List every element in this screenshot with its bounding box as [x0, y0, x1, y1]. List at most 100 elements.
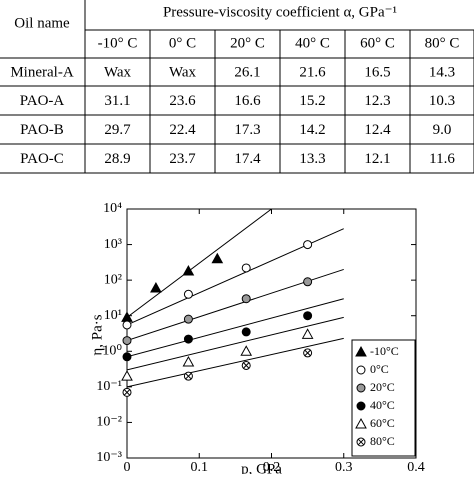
marker	[211, 252, 224, 264]
marker-shape	[356, 383, 366, 393]
y-tick-label: 10²	[104, 272, 122, 287]
marker	[303, 240, 313, 250]
cell: 9.0	[433, 122, 452, 138]
marker	[303, 311, 313, 321]
column-header: 40° C	[295, 35, 330, 51]
cell: 22.4	[169, 122, 196, 138]
legend-label: 40°C	[370, 398, 395, 412]
cell: 29.7	[104, 122, 131, 138]
legend-label: 0°C	[370, 362, 389, 376]
x-tick-label: 0.2	[263, 460, 281, 474]
cell: 28.9	[104, 151, 130, 167]
cell: 12.1	[364, 151, 390, 167]
marker-shape	[182, 355, 195, 367]
column-header: 60° C	[360, 35, 395, 51]
marker	[355, 417, 367, 429]
marker-shape	[122, 320, 132, 330]
y-tick-label: 10⁰	[102, 344, 122, 359]
marker-shape	[241, 294, 251, 304]
marker-shape	[122, 336, 132, 346]
table: Oil name Pressure-viscosity coefficient …	[0, 0, 474, 174]
fit-line	[127, 316, 344, 371]
column-header: 20° C	[230, 35, 265, 51]
marker	[241, 327, 251, 337]
legend-label: 20°C	[370, 380, 395, 394]
legend-box	[351, 339, 416, 457]
marker-shape	[303, 311, 313, 321]
x-tick-label: 0.1	[191, 460, 209, 474]
marker	[182, 355, 195, 367]
marker	[183, 371, 193, 381]
marker	[182, 265, 195, 276]
cell: 21.6	[299, 64, 326, 80]
row-header: PAO-B	[20, 122, 64, 138]
marker-shape	[241, 327, 251, 337]
marker-shape	[356, 401, 366, 411]
marker	[122, 320, 132, 330]
cell: 16.6	[234, 93, 261, 109]
marker-shape	[301, 328, 314, 339]
cell: 14.2	[299, 122, 325, 138]
legend-label: 60°C	[370, 416, 395, 430]
column-header: 0° C	[169, 35, 196, 51]
y-axis-label: η, Pa·s	[89, 314, 105, 355]
marker-shape	[355, 417, 367, 429]
marker-shape	[183, 289, 193, 299]
marker	[122, 336, 132, 346]
marker	[121, 311, 133, 322]
marker-shape	[211, 252, 224, 264]
fit-line	[127, 298, 344, 358]
marker-shape	[303, 277, 313, 287]
marker	[240, 345, 253, 356]
cell: 11.6	[429, 151, 455, 167]
marker	[303, 348, 313, 358]
marker	[122, 387, 132, 397]
marker	[241, 263, 251, 273]
marker	[183, 314, 193, 324]
row-header: Mineral-A	[10, 64, 73, 80]
y-tick-label: 10³	[104, 237, 122, 252]
cell: 17.3	[234, 122, 260, 138]
x-axis-label: p, GPa	[241, 461, 282, 474]
legend-label: -10°C	[370, 344, 399, 358]
marker	[356, 383, 366, 393]
marker	[356, 401, 366, 411]
cell: 14.3	[429, 64, 455, 80]
y-tick-label: 10⁴	[103, 201, 122, 216]
column-header: -10° C	[98, 35, 138, 51]
marker	[355, 345, 367, 357]
marker	[241, 294, 251, 304]
marker-shape	[240, 345, 253, 356]
marker	[121, 370, 133, 381]
cell: 16.5	[364, 64, 390, 80]
fit-line	[127, 337, 344, 388]
marker	[241, 360, 251, 370]
marker-shape	[121, 370, 133, 381]
cell: 17.4	[234, 151, 261, 167]
table-header: Pressure-viscosity coefficient α, GPa⁻¹	[163, 4, 397, 20]
cell: 31.1	[104, 93, 130, 109]
marker-cross	[357, 438, 365, 446]
marker	[183, 289, 193, 299]
cell: 10.3	[429, 93, 455, 109]
row-header: PAO-A	[20, 93, 65, 109]
cell: Wax	[104, 64, 132, 80]
marker-cross	[243, 362, 250, 369]
marker	[150, 282, 162, 293]
marker-shape	[303, 240, 313, 250]
marker-shape	[355, 345, 367, 357]
cell: 26.1	[234, 64, 260, 80]
cell: Wax	[169, 64, 197, 80]
cell: 13.3	[299, 151, 325, 167]
marker	[122, 352, 132, 362]
cell: 23.7	[169, 151, 196, 167]
y-tick-label: 10¹	[104, 308, 122, 323]
y-tick-label: 10⁻³	[96, 450, 122, 465]
cell: 12.3	[364, 93, 390, 109]
cell: 23.6	[169, 93, 196, 109]
x-tick-label: 0.4	[407, 460, 425, 474]
fit-line	[127, 209, 272, 318]
marker-shape	[241, 263, 251, 273]
marker-shape	[150, 282, 162, 293]
